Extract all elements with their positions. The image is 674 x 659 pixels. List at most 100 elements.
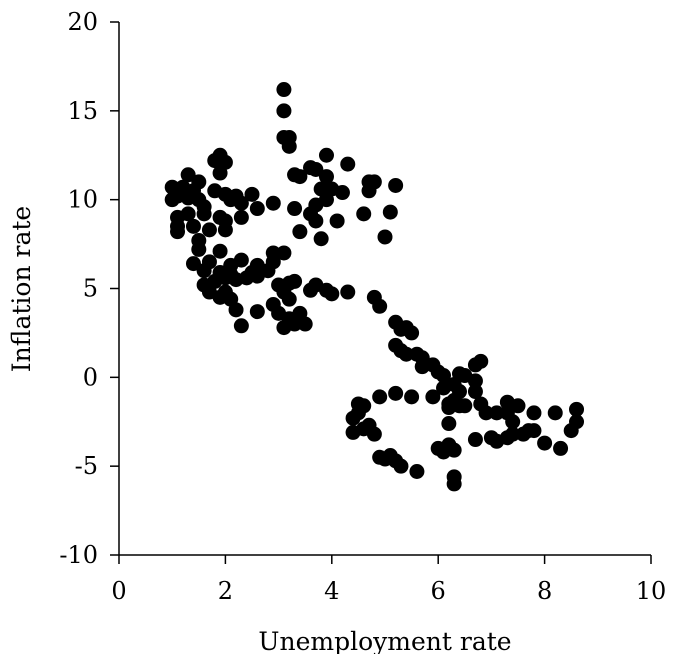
data-point — [334, 185, 350, 201]
data-point — [473, 353, 489, 369]
data-point — [185, 256, 201, 272]
data-point — [233, 252, 249, 268]
x-tick-label: 6 — [431, 577, 446, 605]
data-point — [489, 405, 505, 421]
data-point — [478, 405, 494, 421]
data-point — [233, 318, 249, 334]
data-point — [388, 385, 404, 401]
y-tick-label: -10 — [59, 541, 98, 569]
data-point — [451, 398, 467, 414]
data-point — [281, 138, 297, 154]
data-point — [196, 206, 212, 222]
data-point — [505, 414, 521, 430]
data-point — [510, 398, 526, 414]
data-point — [170, 224, 186, 240]
data-point — [467, 432, 483, 448]
data-point — [244, 186, 260, 202]
data-point — [313, 231, 329, 247]
data-point — [287, 201, 303, 217]
data-point — [292, 169, 308, 185]
data-point — [569, 401, 585, 417]
data-point — [409, 463, 425, 479]
data-point — [201, 222, 217, 238]
data-point — [185, 218, 201, 234]
data-point — [356, 206, 372, 222]
points-group — [164, 82, 585, 492]
data-point — [233, 195, 249, 211]
data-point — [281, 291, 297, 307]
data-point — [196, 263, 212, 279]
data-point — [318, 169, 334, 185]
data-point — [318, 192, 334, 208]
data-point — [249, 304, 265, 320]
data-point — [350, 405, 366, 421]
data-point — [276, 82, 292, 98]
data-point — [287, 316, 303, 332]
data-point — [547, 405, 563, 421]
data-point — [297, 316, 313, 332]
data-point — [308, 213, 324, 229]
data-point — [228, 302, 244, 318]
y-tick-label: 0 — [83, 363, 98, 391]
data-point — [303, 282, 319, 298]
data-point — [393, 458, 409, 474]
data-point — [276, 245, 292, 261]
data-point — [329, 213, 345, 229]
y-tick-label: 15 — [67, 97, 98, 125]
data-point — [467, 373, 483, 389]
y-axis-title: Inflation rate — [7, 206, 36, 372]
x-tick-label: 10 — [636, 577, 667, 605]
data-point — [207, 153, 223, 169]
data-point — [249, 268, 265, 284]
y-tick-label: -5 — [75, 452, 98, 480]
data-point — [563, 423, 579, 439]
data-point — [436, 368, 452, 384]
data-point — [233, 209, 249, 225]
data-point — [537, 435, 553, 451]
data-point — [340, 156, 356, 172]
data-point — [398, 346, 414, 362]
data-point — [436, 444, 452, 460]
data-point — [292, 224, 308, 240]
data-point — [324, 286, 340, 302]
data-point — [377, 229, 393, 245]
data-point — [526, 405, 542, 421]
x-tick-label: 4 — [324, 577, 339, 605]
data-point — [191, 241, 207, 257]
x-tick-label: 8 — [537, 577, 552, 605]
data-point — [265, 195, 281, 211]
data-point — [340, 284, 356, 300]
data-point — [212, 165, 228, 181]
x-axis-title: Unemployment rate — [258, 627, 511, 654]
data-point — [404, 389, 420, 405]
data-point — [526, 423, 542, 439]
data-point — [441, 416, 457, 432]
y-tick-label: 5 — [83, 275, 98, 303]
data-point — [180, 167, 196, 183]
y-tick-label: 10 — [67, 186, 98, 214]
data-point — [372, 298, 388, 314]
data-point — [505, 426, 521, 442]
data-point — [180, 206, 196, 222]
data-point — [276, 103, 292, 119]
data-point — [287, 273, 303, 289]
x-tick-label: 0 — [111, 577, 126, 605]
x-tick-label: 2 — [218, 577, 233, 605]
data-point — [425, 389, 441, 405]
data-point — [249, 201, 265, 217]
data-point — [212, 243, 228, 259]
data-point — [372, 389, 388, 405]
y-tick-label: 20 — [67, 8, 98, 36]
data-point — [467, 384, 483, 400]
data-point — [217, 222, 233, 238]
data-point — [388, 177, 404, 193]
data-point — [404, 325, 420, 341]
data-point — [318, 147, 334, 163]
data-point — [553, 440, 569, 456]
data-point — [361, 183, 377, 199]
data-point — [446, 476, 462, 492]
data-point — [366, 426, 382, 442]
data-point — [308, 161, 324, 177]
